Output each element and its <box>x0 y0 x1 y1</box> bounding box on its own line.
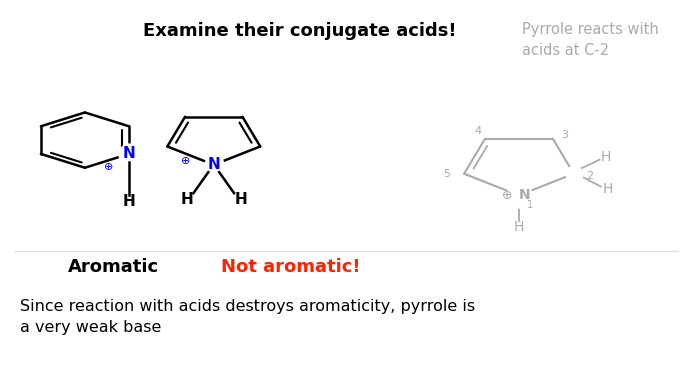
Text: N: N <box>122 146 136 161</box>
Text: 2: 2 <box>586 171 593 180</box>
Text: N: N <box>208 157 220 172</box>
Text: H: H <box>513 220 524 234</box>
Text: 5: 5 <box>444 169 450 179</box>
Text: 3: 3 <box>561 130 569 140</box>
Text: 1: 1 <box>527 200 534 210</box>
Text: ⊕: ⊕ <box>181 156 190 166</box>
Text: H: H <box>235 192 247 207</box>
Text: H: H <box>603 182 613 196</box>
Text: N: N <box>519 188 531 202</box>
Text: Examine their conjugate acids!: Examine their conjugate acids! <box>143 22 456 40</box>
Text: Not aromatic!: Not aromatic! <box>221 258 360 276</box>
Text: H: H <box>601 150 612 164</box>
Text: H: H <box>180 192 193 207</box>
Text: ⊕: ⊕ <box>502 189 512 202</box>
Text: Pyrrole reacts with
acids at C-2: Pyrrole reacts with acids at C-2 <box>522 22 659 58</box>
Text: ⊕: ⊕ <box>104 162 113 172</box>
Text: H: H <box>122 194 136 209</box>
Text: Aromatic: Aromatic <box>68 258 159 276</box>
Text: Since reaction with acids destroys aromaticity, pyrrole is
a very weak base: Since reaction with acids destroys aroma… <box>21 299 475 335</box>
Text: 4: 4 <box>475 126 482 136</box>
